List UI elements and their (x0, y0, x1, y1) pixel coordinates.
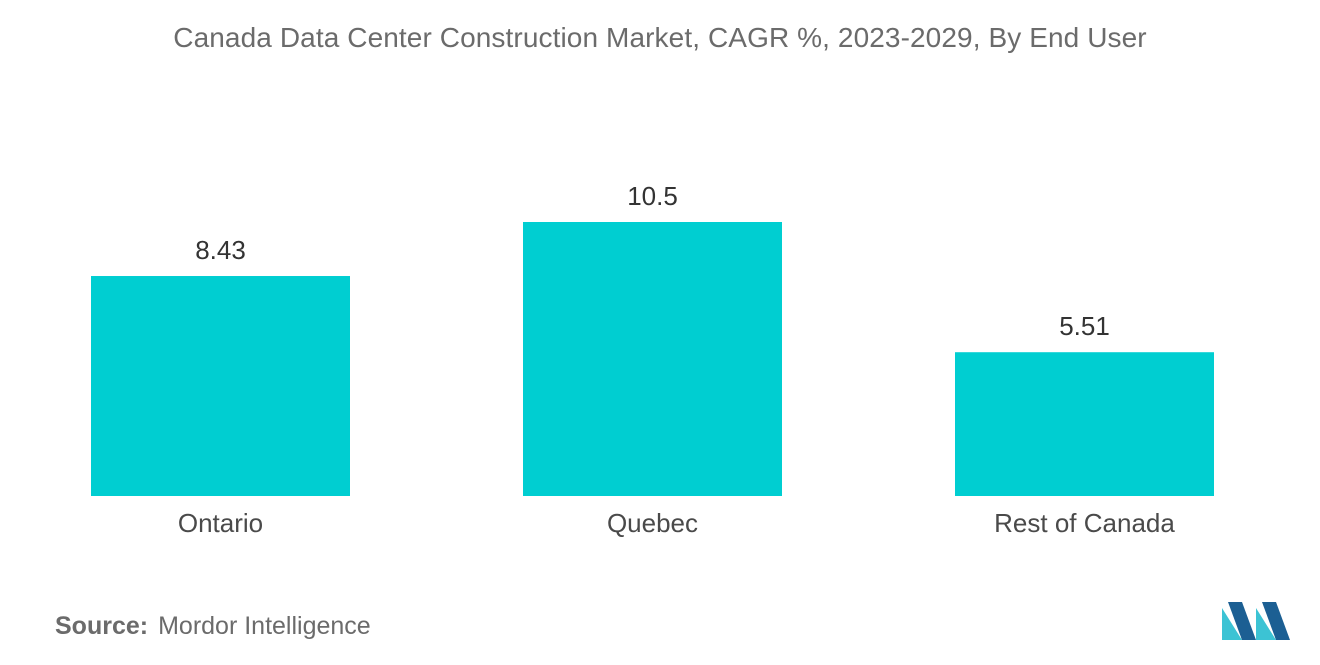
bars-layer: 8.43 Ontario 10.5 Quebec 5.51 Rest of Canada (91, 181, 1214, 538)
bar-value-label: 10.5 (627, 181, 678, 211)
category-label: Ontario (178, 508, 263, 538)
bar-value-label: 8.43 (195, 235, 246, 265)
category-label: Quebec (607, 508, 698, 538)
mordor-intelligence-logo-icon (1222, 602, 1290, 640)
chart-title: Canada Data Center Construction Market, … (173, 22, 1147, 53)
source-line: Source: Mordor Intelligence (55, 612, 371, 641)
source-label: Source: (55, 612, 149, 640)
category-label: Rest of Canada (994, 508, 1175, 538)
source-value: Mordor Intelligence (158, 612, 371, 640)
bar-ontario (91, 276, 350, 496)
bar-quebec (523, 222, 782, 496)
bar-value-label: 5.51 (1059, 311, 1110, 341)
bar-rest-of-canada (955, 352, 1214, 496)
